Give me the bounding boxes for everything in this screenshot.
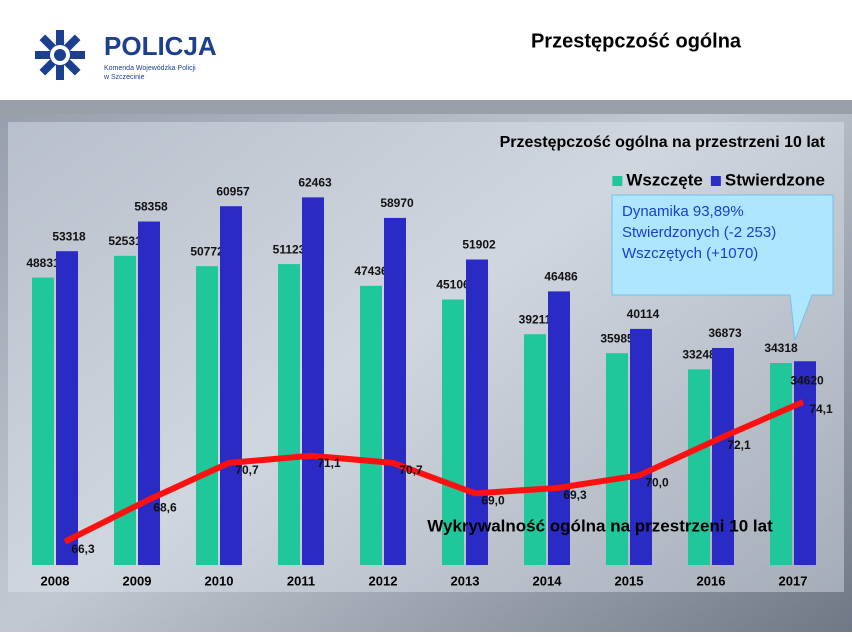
value-label: 53318 (52, 229, 86, 243)
value-label: 47436 (354, 264, 388, 278)
bar (302, 197, 324, 565)
chart-title: Przestępczość ogólna na przestrzeni 10 l… (500, 134, 826, 151)
bar (712, 347, 734, 565)
bar (56, 251, 78, 565)
x-tick-label: 2017 (779, 573, 808, 588)
x-tick-label: 2015 (615, 573, 644, 588)
value-label: 52531 (108, 234, 142, 248)
legend-label: Wszczęte (626, 170, 703, 189)
value-label: 34620 (790, 373, 824, 387)
value-label: 71,1 (317, 456, 341, 470)
x-tick-label: 2010 (205, 573, 234, 588)
bar (196, 266, 218, 565)
bar (138, 221, 160, 565)
logo-subtitle: w Szczecinie (103, 74, 145, 81)
x-tick-label: 2011 (287, 573, 315, 588)
value-label: 58358 (134, 200, 168, 214)
callout-text: Wszczętych (+1070) (622, 245, 758, 262)
value-label: 45106 (436, 278, 470, 292)
line (63, 399, 805, 545)
value-label: 74,1 (809, 402, 833, 416)
value-label: 70,7 (399, 463, 423, 477)
x-tick-label: 2014 (533, 573, 563, 588)
bar (220, 206, 242, 565)
value-label: 69,0 (481, 494, 505, 508)
value-label: 51902 (462, 238, 496, 252)
x-tick-label: 2016 (697, 573, 726, 588)
logo-star (35, 30, 85, 80)
bar (278, 264, 300, 565)
value-label: 72,1 (727, 438, 751, 452)
value-label: 33248 (682, 347, 716, 361)
value-label: 40114 (627, 307, 660, 321)
logo-subtitle: Komenda Wojewódzka Policji (104, 65, 196, 72)
value-label: 70,7 (235, 463, 259, 477)
callout-text: Dynamika 93,89% (622, 203, 744, 220)
x-tick-label: 2012 (369, 573, 398, 588)
bar (770, 363, 792, 565)
value-label: 66,3 (71, 542, 95, 556)
legend-swatch (710, 176, 721, 186)
callout-text: Stwierdzonych (-2 253) (622, 224, 776, 241)
bar (466, 259, 488, 565)
value-label: 68,6 (153, 501, 177, 515)
value-label: 60957 (216, 184, 250, 198)
bar (548, 291, 570, 565)
value-label: 69,3 (563, 488, 587, 502)
bar (384, 217, 406, 565)
value-label: 36873 (708, 326, 742, 340)
bar (630, 328, 652, 565)
logo-text: POLICJA (104, 31, 217, 61)
callout (611, 194, 834, 341)
value-label: 35985 (600, 331, 634, 345)
value-label: 34318 (764, 341, 798, 355)
legend-swatch (612, 176, 623, 186)
bar (524, 334, 546, 565)
bar (688, 369, 710, 565)
bar (360, 285, 382, 565)
line-title: Wykrywalność ogólna na przestrzeni 10 la… (427, 516, 773, 535)
value-label: 70,0 (645, 476, 669, 490)
bar (606, 353, 628, 565)
header-bar (0, 0, 852, 100)
x-tick-label: 2008 (41, 573, 70, 588)
value-label: 51123 (273, 242, 306, 256)
value-label: 50772 (190, 244, 224, 258)
header-strip (0, 100, 852, 114)
value-label: 58970 (380, 196, 414, 210)
value-label: 62463 (298, 176, 332, 190)
bar (114, 255, 136, 565)
bar (32, 277, 54, 565)
value-label: 48831 (26, 256, 60, 270)
value-label: 46486 (544, 270, 578, 284)
value-label: 39211 (519, 312, 552, 326)
x-tick-label: 2009 (123, 573, 152, 588)
bar (442, 299, 464, 565)
x-tick-label: 2013 (451, 573, 480, 588)
bar (794, 361, 816, 565)
legend-label: Stwierdzone (725, 170, 825, 189)
slide-title: Przestępczość ogólna (531, 30, 742, 52)
